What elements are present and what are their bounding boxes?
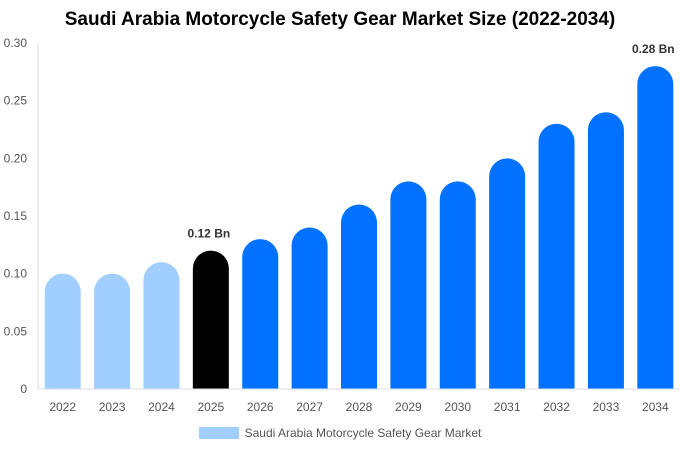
x-tick-label: 2031 [494, 400, 521, 414]
x-tick-label: 2023 [99, 400, 126, 414]
y-tick-label: 0.10 [4, 267, 28, 281]
x-tick-label: 2034 [642, 400, 669, 414]
bar-2033 [587, 112, 624, 389]
x-tick-label: 2030 [444, 400, 471, 414]
bar-2034 [637, 66, 674, 389]
bar-2029 [390, 181, 427, 389]
x-axis: 2022 2023 2024 2025 2026 2027 2028 2029 2030 2031… [38, 388, 680, 414]
y-tick-label: 0.30 [4, 36, 28, 50]
x-tick-label: 2032 [543, 400, 570, 414]
legend: Saudi Arabia Motorcycle Safety Gear Mark… [0, 426, 680, 440]
y-tick-label: 0 [20, 382, 27, 396]
bar-2031 [489, 158, 526, 389]
bar-2025 [192, 250, 229, 389]
data-label-2025: 0.12 Bn [188, 227, 231, 241]
chart-title: Saudi Arabia Motorcycle Safety Gear Mark… [64, 9, 616, 30]
y-tick-label: 0.05 [4, 324, 28, 338]
x-tick-label: 2027 [296, 400, 323, 414]
x-tick-label: 2028 [346, 400, 373, 414]
bar-2024 [143, 262, 180, 389]
x-tick-label: 2026 [247, 400, 274, 414]
y-tick-label: 0.25 [4, 94, 28, 108]
bar-2026 [242, 239, 279, 389]
bar-2030 [439, 181, 476, 389]
x-tick-label: 2025 [197, 400, 224, 414]
y-tick-label: 0.15 [4, 209, 28, 223]
bar-2022 [44, 273, 81, 389]
data-label-2034: 0.28 Bn [632, 42, 675, 56]
bar-2027 [291, 227, 328, 389]
bar-2032 [538, 123, 575, 389]
bar-2028 [341, 204, 377, 389]
x-tick-label: 2033 [593, 400, 620, 414]
y-axis: 0 0.05 0.10 0.15 0.20 0.25 0.30 [4, 36, 39, 396]
bar-2023 [94, 273, 131, 389]
x-tick-label: 2022 [49, 400, 76, 414]
legend-label: Saudi Arabia Motorcycle Safety Gear Mark… [244, 426, 482, 440]
x-tick-label: 2024 [148, 400, 175, 414]
bars [44, 66, 674, 389]
data-labels: 0.12 Bn 0.28 Bn [188, 42, 675, 241]
x-tick-label: 2029 [395, 400, 422, 414]
y-tick-label: 0.20 [4, 151, 28, 165]
legend-swatch [198, 427, 239, 439]
